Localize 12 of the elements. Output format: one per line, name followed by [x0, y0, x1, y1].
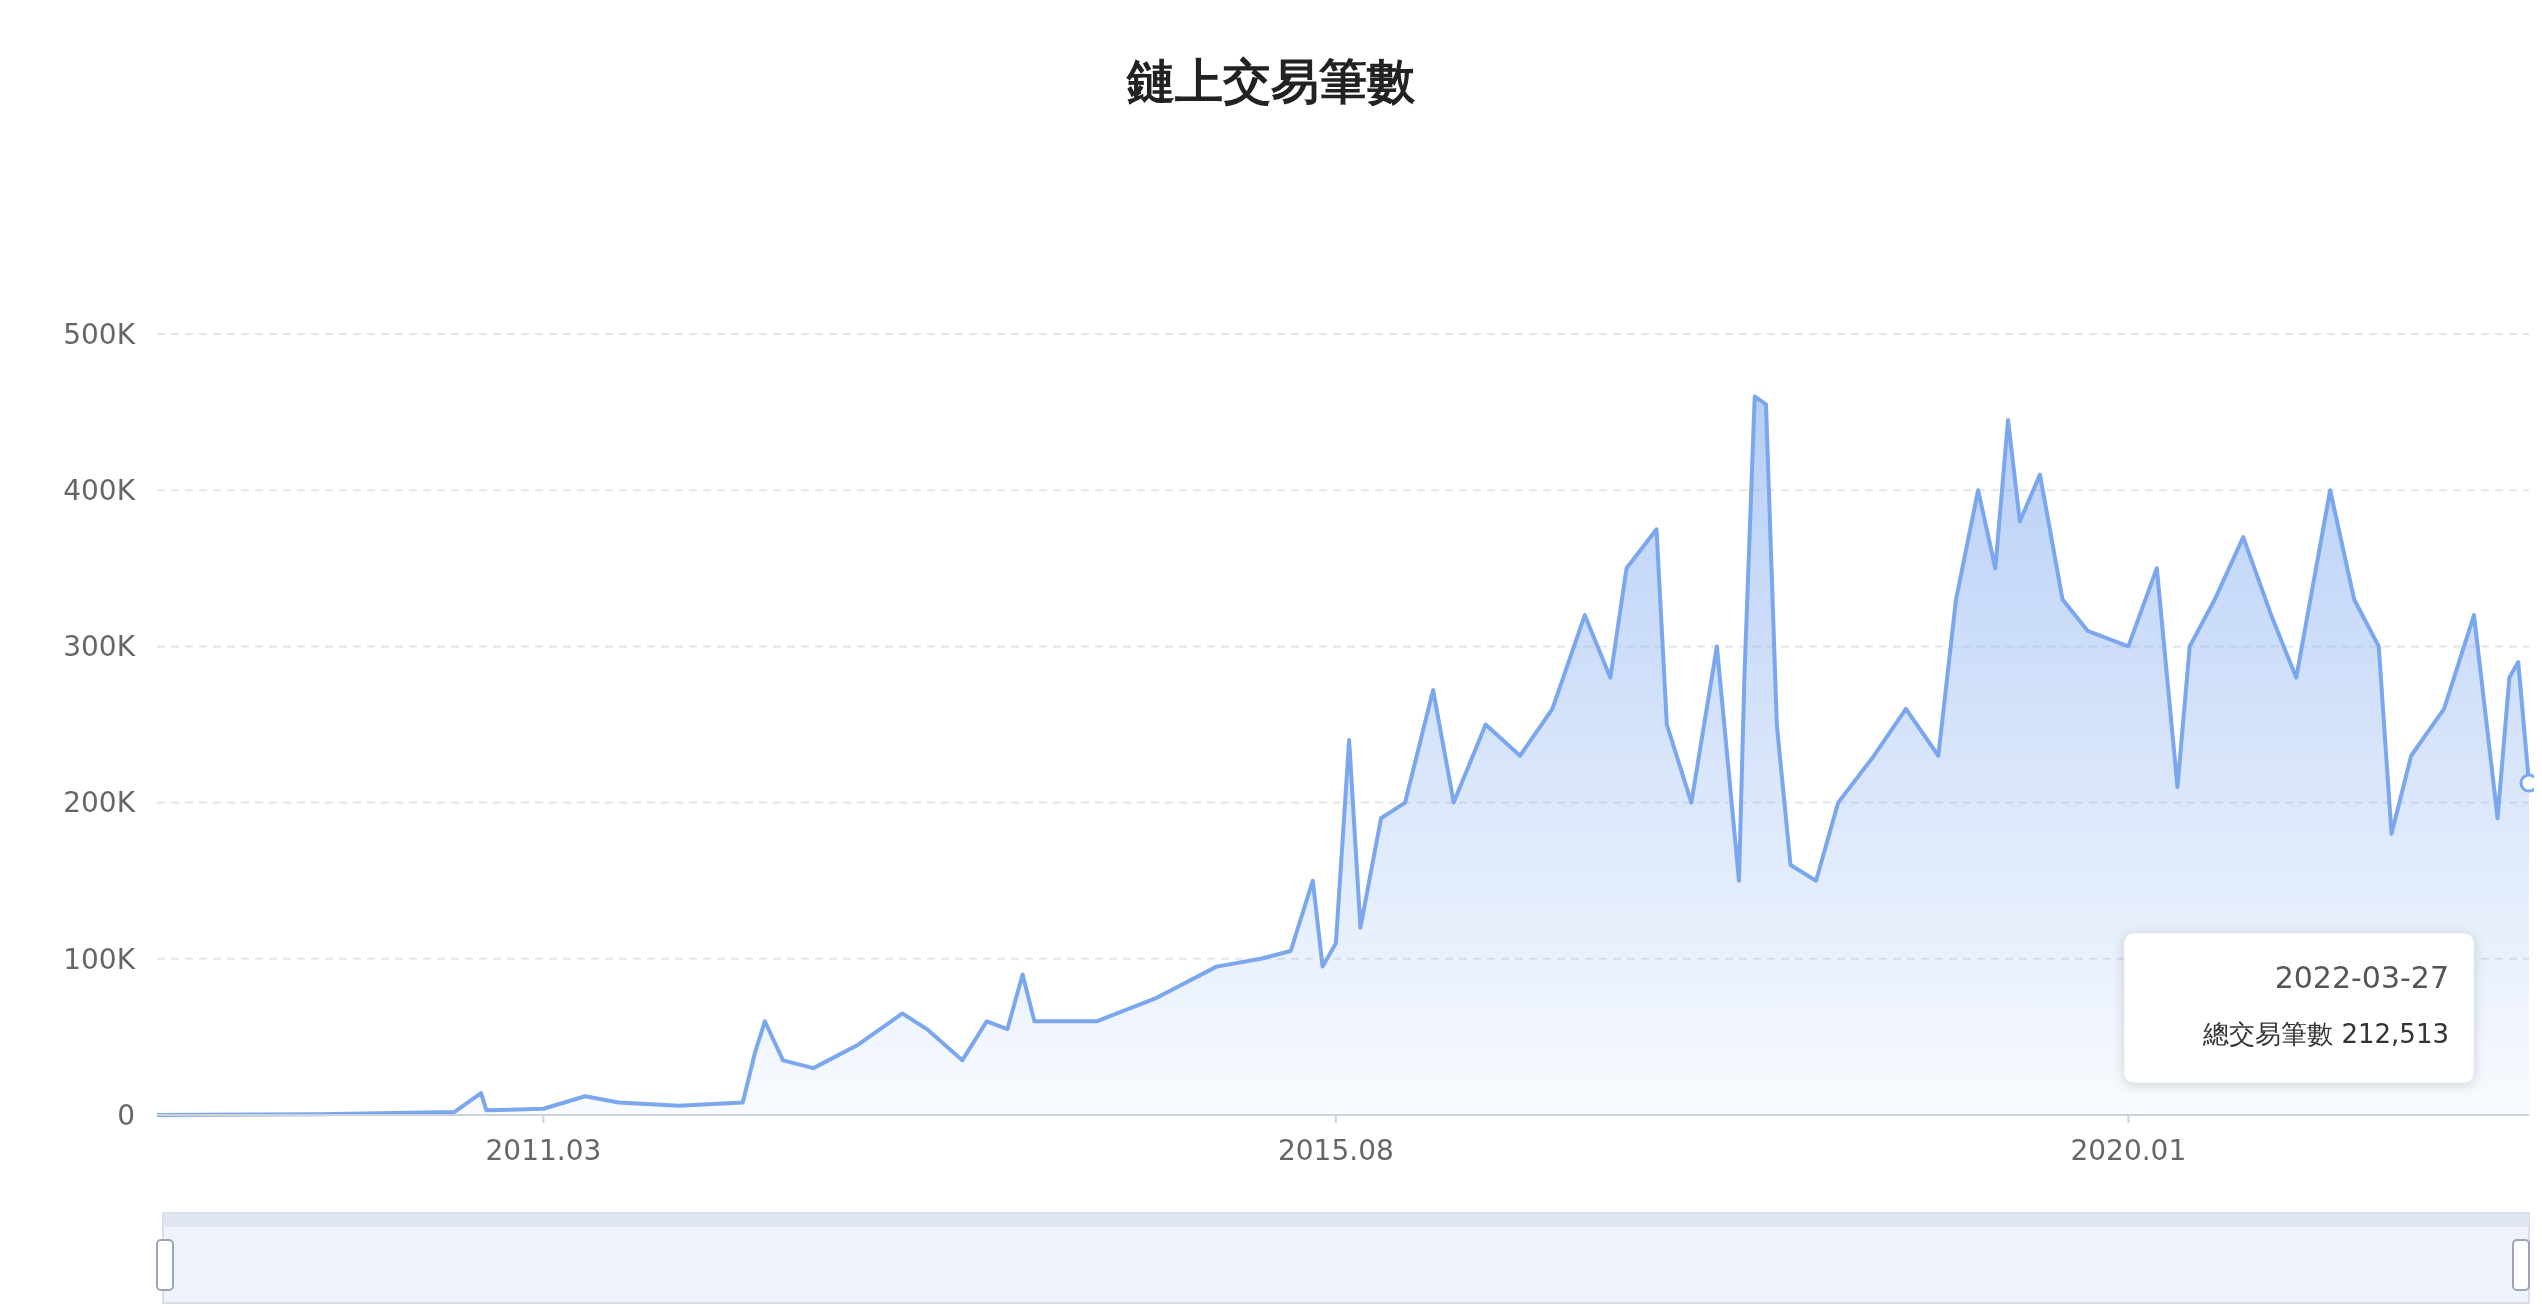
y-tick-label: 0 — [117, 1098, 135, 1132]
y-tick-label: 400K — [63, 474, 136, 507]
y-tick-label: 300K — [63, 630, 136, 664]
annotation: 總交易筆數 212,513 — [2202, 1019, 2449, 1050]
x-tick-label: 2015.08 — [1277, 1134, 1394, 1167]
annotation: 2022-03-27 — [2274, 960, 2449, 996]
y-tick-label: 500K — [63, 317, 136, 351]
y-tick-label: 200K — [63, 786, 136, 820]
chart-title: 鏈上交易筆數 — [1125, 53, 1416, 109]
y-tick-label: 100K — [63, 942, 136, 976]
x-tick-label: 2011.03 — [485, 1134, 602, 1167]
x-tick-label: 2020.01 — [2070, 1134, 2187, 1167]
